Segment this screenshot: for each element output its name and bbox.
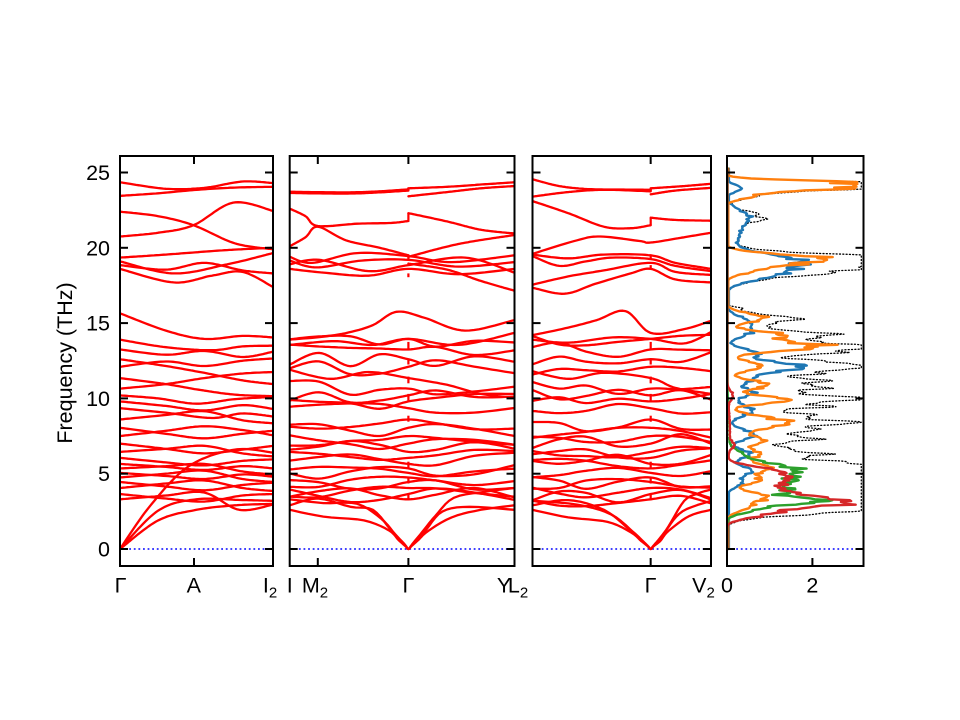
svg-text:Γ: Γ [402, 574, 414, 598]
svg-text:A: A [187, 574, 202, 598]
svg-text:25: 25 [86, 161, 110, 185]
svg-text:M2: M2 [302, 574, 328, 602]
svg-text:Γ: Γ [645, 574, 657, 598]
svg-text:I: I [287, 574, 293, 598]
svg-text:15: 15 [86, 312, 110, 336]
svg-text:2: 2 [806, 574, 818, 598]
svg-text:Y: Y [497, 574, 511, 598]
svg-text:Frequency (THz): Frequency (THz) [53, 282, 77, 443]
svg-text:20: 20 [86, 236, 110, 260]
svg-text:10: 10 [86, 387, 110, 411]
svg-text:0: 0 [98, 538, 110, 562]
svg-text:Γ: Γ [115, 574, 127, 598]
svg-text:5: 5 [98, 462, 110, 486]
svg-text:0: 0 [721, 574, 733, 598]
